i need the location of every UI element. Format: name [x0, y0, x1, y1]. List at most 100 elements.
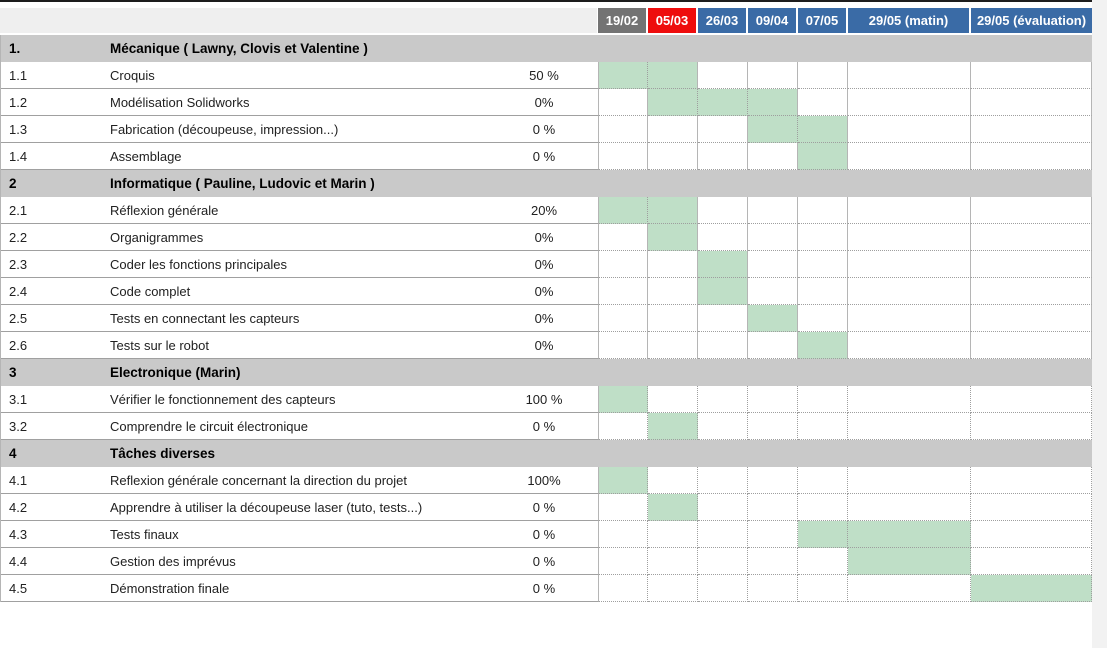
- task-name: Organigrammes: [110, 224, 490, 251]
- timeline-cell: [598, 89, 648, 116]
- task-name: Démonstration finale: [110, 575, 490, 602]
- timeline-cell: [748, 197, 798, 224]
- task-id: 2.3: [1, 251, 110, 278]
- timeline-cell: [748, 143, 798, 170]
- page-right-margin: [1092, 0, 1107, 648]
- timeline-cell-active: [648, 224, 698, 251]
- timeline-cell: [798, 413, 848, 440]
- timeline-cell: [848, 413, 971, 440]
- timeline-cell: [598, 575, 648, 602]
- timeline-cell: [798, 251, 848, 278]
- timeline-cell: [648, 575, 698, 602]
- task-id: 3.2: [1, 413, 110, 440]
- task-name: Gestion des imprévus: [110, 548, 490, 575]
- task-progress: 100 %: [490, 386, 598, 413]
- task-name: Modélisation Solidworks: [110, 89, 490, 116]
- task-progress: 0 %: [490, 575, 598, 602]
- timeline-cell: [698, 197, 748, 224]
- timeline-cell: [848, 89, 971, 116]
- timeline-cell: [848, 143, 971, 170]
- timeline-cell: [971, 224, 1092, 251]
- task-name: Croquis: [110, 62, 490, 89]
- section-header-row: 2 Informatique ( Pauline, Ludovic et Mari…: [0, 170, 1092, 197]
- timeline-cell: [698, 413, 748, 440]
- task-row: 2.6 Tests sur le robot 0%: [0, 332, 1092, 359]
- timeline-cell: [971, 305, 1092, 332]
- timeline-cell: [848, 116, 971, 143]
- task-row: 3.1 Vérifier le fonctionnement des capteu…: [0, 386, 1092, 413]
- timeline-cell: [971, 278, 1092, 305]
- timeline-cell: [598, 494, 648, 521]
- gantt-table: 1. Mécanique ( Lawny, Clovis et Valentine…: [0, 35, 1092, 602]
- timeline-cell: [598, 521, 648, 548]
- timeline-cell: [848, 278, 971, 305]
- section-header-row: 4 Tâches diverses: [0, 440, 1092, 467]
- timeline-cell: [698, 116, 748, 143]
- timeline-date-header: 07/05: [798, 8, 846, 33]
- timeline-cell: [798, 548, 848, 575]
- timeline-cell: [848, 494, 971, 521]
- section-id: 3: [9, 365, 17, 380]
- task-row: 2.2 Organigrammes 0%: [0, 224, 1092, 251]
- timeline-cell-active: [698, 278, 748, 305]
- section-header-row: 3 Electronique (Marin): [0, 359, 1092, 386]
- timeline-cell-active: [648, 89, 698, 116]
- timeline-cell: [648, 548, 698, 575]
- timeline-cell: [971, 386, 1092, 413]
- timeline-cell: [748, 413, 798, 440]
- task-id: 2.6: [1, 332, 110, 359]
- timeline-cell: [598, 143, 648, 170]
- timeline-cell: [598, 278, 648, 305]
- timeline-cell: [848, 224, 971, 251]
- task-id: 4.1: [1, 467, 110, 494]
- section-timeline-background: [490, 359, 1092, 386]
- timeline-cell: [971, 332, 1092, 359]
- task-progress: 20%: [490, 197, 598, 224]
- task-name: Apprendre à utiliser la découpeuse laser…: [110, 494, 490, 521]
- timeline-cell: [648, 251, 698, 278]
- timeline-cell: [598, 224, 648, 251]
- timeline-cell-active: [648, 494, 698, 521]
- task-progress: 0%: [490, 278, 598, 305]
- timeline-cell: [698, 575, 748, 602]
- timeline-cell: [798, 467, 848, 494]
- task-progress: 0%: [490, 305, 598, 332]
- timeline-cell-active: [648, 413, 698, 440]
- timeline-cell: [798, 278, 848, 305]
- timeline-cell: [748, 386, 798, 413]
- timeline-cell: [698, 332, 748, 359]
- task-row: 4.5 Démonstration finale 0 %: [0, 575, 1092, 602]
- section-title: Mécanique ( Lawny, Clovis et Valentine ): [110, 41, 368, 56]
- timeline-cell: [748, 548, 798, 575]
- section-timeline-background: [490, 440, 1092, 467]
- timeline-cell: [648, 386, 698, 413]
- timeline-cell: [971, 197, 1092, 224]
- timeline-cell: [598, 548, 648, 575]
- section-header-row: 1. Mécanique ( Lawny, Clovis et Valentine…: [0, 35, 1092, 62]
- task-id: 4.4: [1, 548, 110, 575]
- timeline-cell-active: [698, 89, 748, 116]
- timeline-date-header: 26/03: [698, 8, 746, 33]
- timeline-cell: [848, 332, 971, 359]
- timeline-date-header: 19/02: [598, 8, 646, 33]
- task-progress: 0%: [490, 332, 598, 359]
- task-row: 2.1 Réflexion générale 20%: [0, 197, 1092, 224]
- task-progress: 0 %: [490, 413, 598, 440]
- timeline-cell: [648, 521, 698, 548]
- timeline-cell: [748, 467, 798, 494]
- section-timeline-background: [490, 35, 1092, 62]
- task-progress: 50 %: [490, 62, 598, 89]
- section-id: 4: [9, 446, 17, 461]
- task-name: Tests finaux: [110, 521, 490, 548]
- timeline-cell-active: [748, 116, 798, 143]
- task-id: 2.1: [1, 197, 110, 224]
- task-id: 4.3: [1, 521, 110, 548]
- task-progress: 0 %: [490, 116, 598, 143]
- timeline-cell: [598, 305, 648, 332]
- timeline-cell-active: [598, 467, 648, 494]
- timeline-cell: [848, 386, 971, 413]
- timeline-cell-active: [648, 62, 698, 89]
- timeline-cell: [798, 62, 848, 89]
- timeline-cell: [648, 467, 698, 494]
- timeline-cell: [798, 575, 848, 602]
